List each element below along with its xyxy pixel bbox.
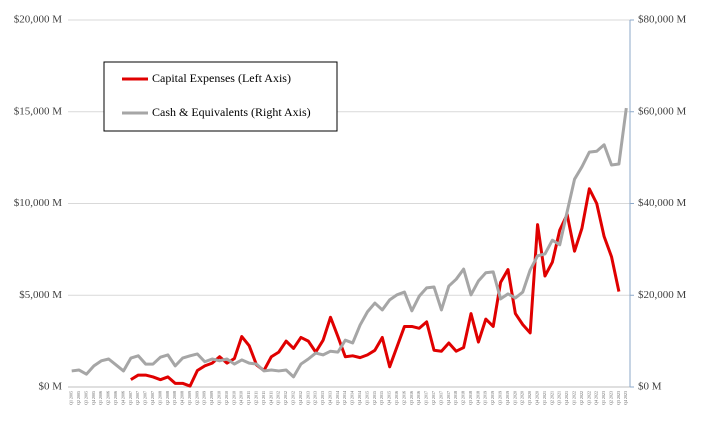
y-tick-label: $15,000 M xyxy=(14,105,63,117)
x-tick-label: Q4 2007 xyxy=(150,391,155,405)
x-tick-label: Q1 2017 xyxy=(424,391,429,405)
legend-label: Cash & Equivalents (Right Axis) xyxy=(152,105,311,119)
x-tick-label: Q4 2010 xyxy=(239,391,244,405)
x-tick-label: Q1 2018 xyxy=(453,391,458,405)
x-tick-label: Q1 2010 xyxy=(217,391,222,405)
x-tick-label: Q4 2014 xyxy=(357,391,362,405)
x-tick-label: Q4 2005 xyxy=(91,391,96,405)
x-tick-label: Q3 2016 xyxy=(409,391,414,405)
x-tick-label: Q2 2011 xyxy=(253,391,258,405)
x-tick-label: Q4 2019 xyxy=(505,391,510,405)
series-line xyxy=(130,187,621,388)
x-tick-label: Q3 2014 xyxy=(350,391,355,405)
x-tick-label: Q3 2017 xyxy=(438,391,443,405)
x-tick-label: Q4 2008 xyxy=(180,391,185,405)
x-tick-label: Q3 2015 xyxy=(379,391,384,405)
x-tick-label: Q3 2011 xyxy=(261,391,266,405)
x-tick-label: Q2 2014 xyxy=(342,391,347,405)
x-tick-label: Q4 2022 xyxy=(594,391,599,405)
x-tick-label: Q2 2019 xyxy=(490,391,495,405)
x-tick-label: Q3 2009 xyxy=(202,391,207,405)
x-tick-label: Q4 2018 xyxy=(475,391,480,405)
y2-tick-label: $20,000 M xyxy=(638,289,687,301)
x-tick-label: Q3 2006 xyxy=(113,391,118,405)
x-tick-label: Q1 2005 xyxy=(69,391,74,405)
x-tick-label: Q3 2005 xyxy=(83,391,88,405)
legend-label: Capital Expenses (Left Axis) xyxy=(152,71,291,85)
x-tick-label: Q4 2015 xyxy=(387,391,392,405)
x-tick-label: Q1 2008 xyxy=(157,391,162,405)
x-tick-label: Q4 2012 xyxy=(298,391,303,405)
x-tick-label: Q3 2018 xyxy=(468,391,473,405)
x-tick-label: Q1 2015 xyxy=(364,391,369,405)
x-tick-label: Q3 2023 xyxy=(616,391,621,405)
x-tick-label: Q2 2022 xyxy=(579,391,584,405)
x-tick-label: Q3 2019 xyxy=(498,391,503,405)
x-tick-label: Q3 2012 xyxy=(290,391,295,405)
x-tick-label: Q1 2021 xyxy=(542,391,547,405)
x-tick-label: Q3 2021 xyxy=(557,391,562,405)
x-tick-label: Q2 2020 xyxy=(520,391,525,405)
x-tick-label: Q3 2020 xyxy=(527,391,532,405)
x-tick-label: Q3 2008 xyxy=(172,391,177,405)
series-line xyxy=(71,107,628,379)
x-tick-label: Q1 2006 xyxy=(98,391,103,405)
x-tick-label: Q1 2023 xyxy=(601,391,606,405)
x-tick-label: Q1 2009 xyxy=(187,391,192,405)
x-tick-label: Q1 2022 xyxy=(571,391,576,405)
x-tick-label: Q3 2010 xyxy=(231,391,236,405)
legend: Capital Expenses (Left Axis) Cash & Equiv… xyxy=(103,61,338,132)
y2-tick-label: $80,000 M xyxy=(638,14,687,26)
x-tick-label: Q2 2017 xyxy=(431,391,436,405)
x-tick-label: Q4 2021 xyxy=(564,391,569,405)
x-tick-label: Q2 2016 xyxy=(401,391,406,405)
x-tick-label: Q1 2011 xyxy=(246,391,251,405)
x-tick-label: Q2 2007 xyxy=(135,391,140,405)
x-tick-label: Q2 2006 xyxy=(106,391,111,405)
y2-tick-label: $0 M xyxy=(638,381,662,393)
x-tick-label: Q4 2020 xyxy=(534,391,539,405)
x-tick-label: Q2 2005 xyxy=(76,391,81,405)
y-tick-label: $10,000 M xyxy=(14,197,63,209)
x-tick-label: Q4 2011 xyxy=(268,391,273,405)
x-tick-label: Q1 2016 xyxy=(394,391,399,405)
y-tick-label: $5,000 M xyxy=(19,289,62,301)
x-tick-label: Q4 2009 xyxy=(209,391,214,405)
x-tick-label: Q3 2007 xyxy=(143,391,148,405)
x-tick-label: Q2 2023 xyxy=(608,391,613,405)
y2-tick-label: $60,000 M xyxy=(638,105,687,117)
x-tick-label: Q3 2022 xyxy=(586,391,591,405)
x-tick-label: Q4 2017 xyxy=(446,391,451,405)
x-tick-label: Q1 2007 xyxy=(128,391,133,405)
x-tick-label: Q2 2010 xyxy=(224,391,229,405)
x-tick-label: Q4 2013 xyxy=(327,391,332,405)
x-tick-label: Q4 2016 xyxy=(416,391,421,405)
x-tick-label: Q4 2006 xyxy=(120,391,125,405)
y-tick-label: $0 M xyxy=(38,381,62,393)
x-tick-label: Q2 2008 xyxy=(165,391,170,405)
x-tick-label: Q2 2013 xyxy=(313,391,318,405)
y-tick-label: $20,000 M xyxy=(14,14,63,26)
x-tick-label: Q2 2018 xyxy=(461,391,466,405)
x-tick-label: Q2 2021 xyxy=(549,391,554,405)
legend-box xyxy=(103,61,338,132)
x-tick-label: Q1 2020 xyxy=(512,391,517,405)
y2-tick-label: $40,000 M xyxy=(638,197,687,209)
x-tick-label: Q4 2023 xyxy=(623,391,628,405)
x-tick-label: Q2 2015 xyxy=(372,391,377,405)
x-tick-label: Q3 2013 xyxy=(320,391,325,405)
x-tick-label: Q1 2019 xyxy=(483,391,488,405)
x-tick-label: Q1 2012 xyxy=(276,391,281,405)
x-tick-label: Q1 2014 xyxy=(335,391,340,405)
x-tick-label: Q2 2012 xyxy=(283,391,288,405)
x-tick-label: Q2 2009 xyxy=(194,391,199,405)
x-tick-label: Q1 2013 xyxy=(305,391,310,405)
